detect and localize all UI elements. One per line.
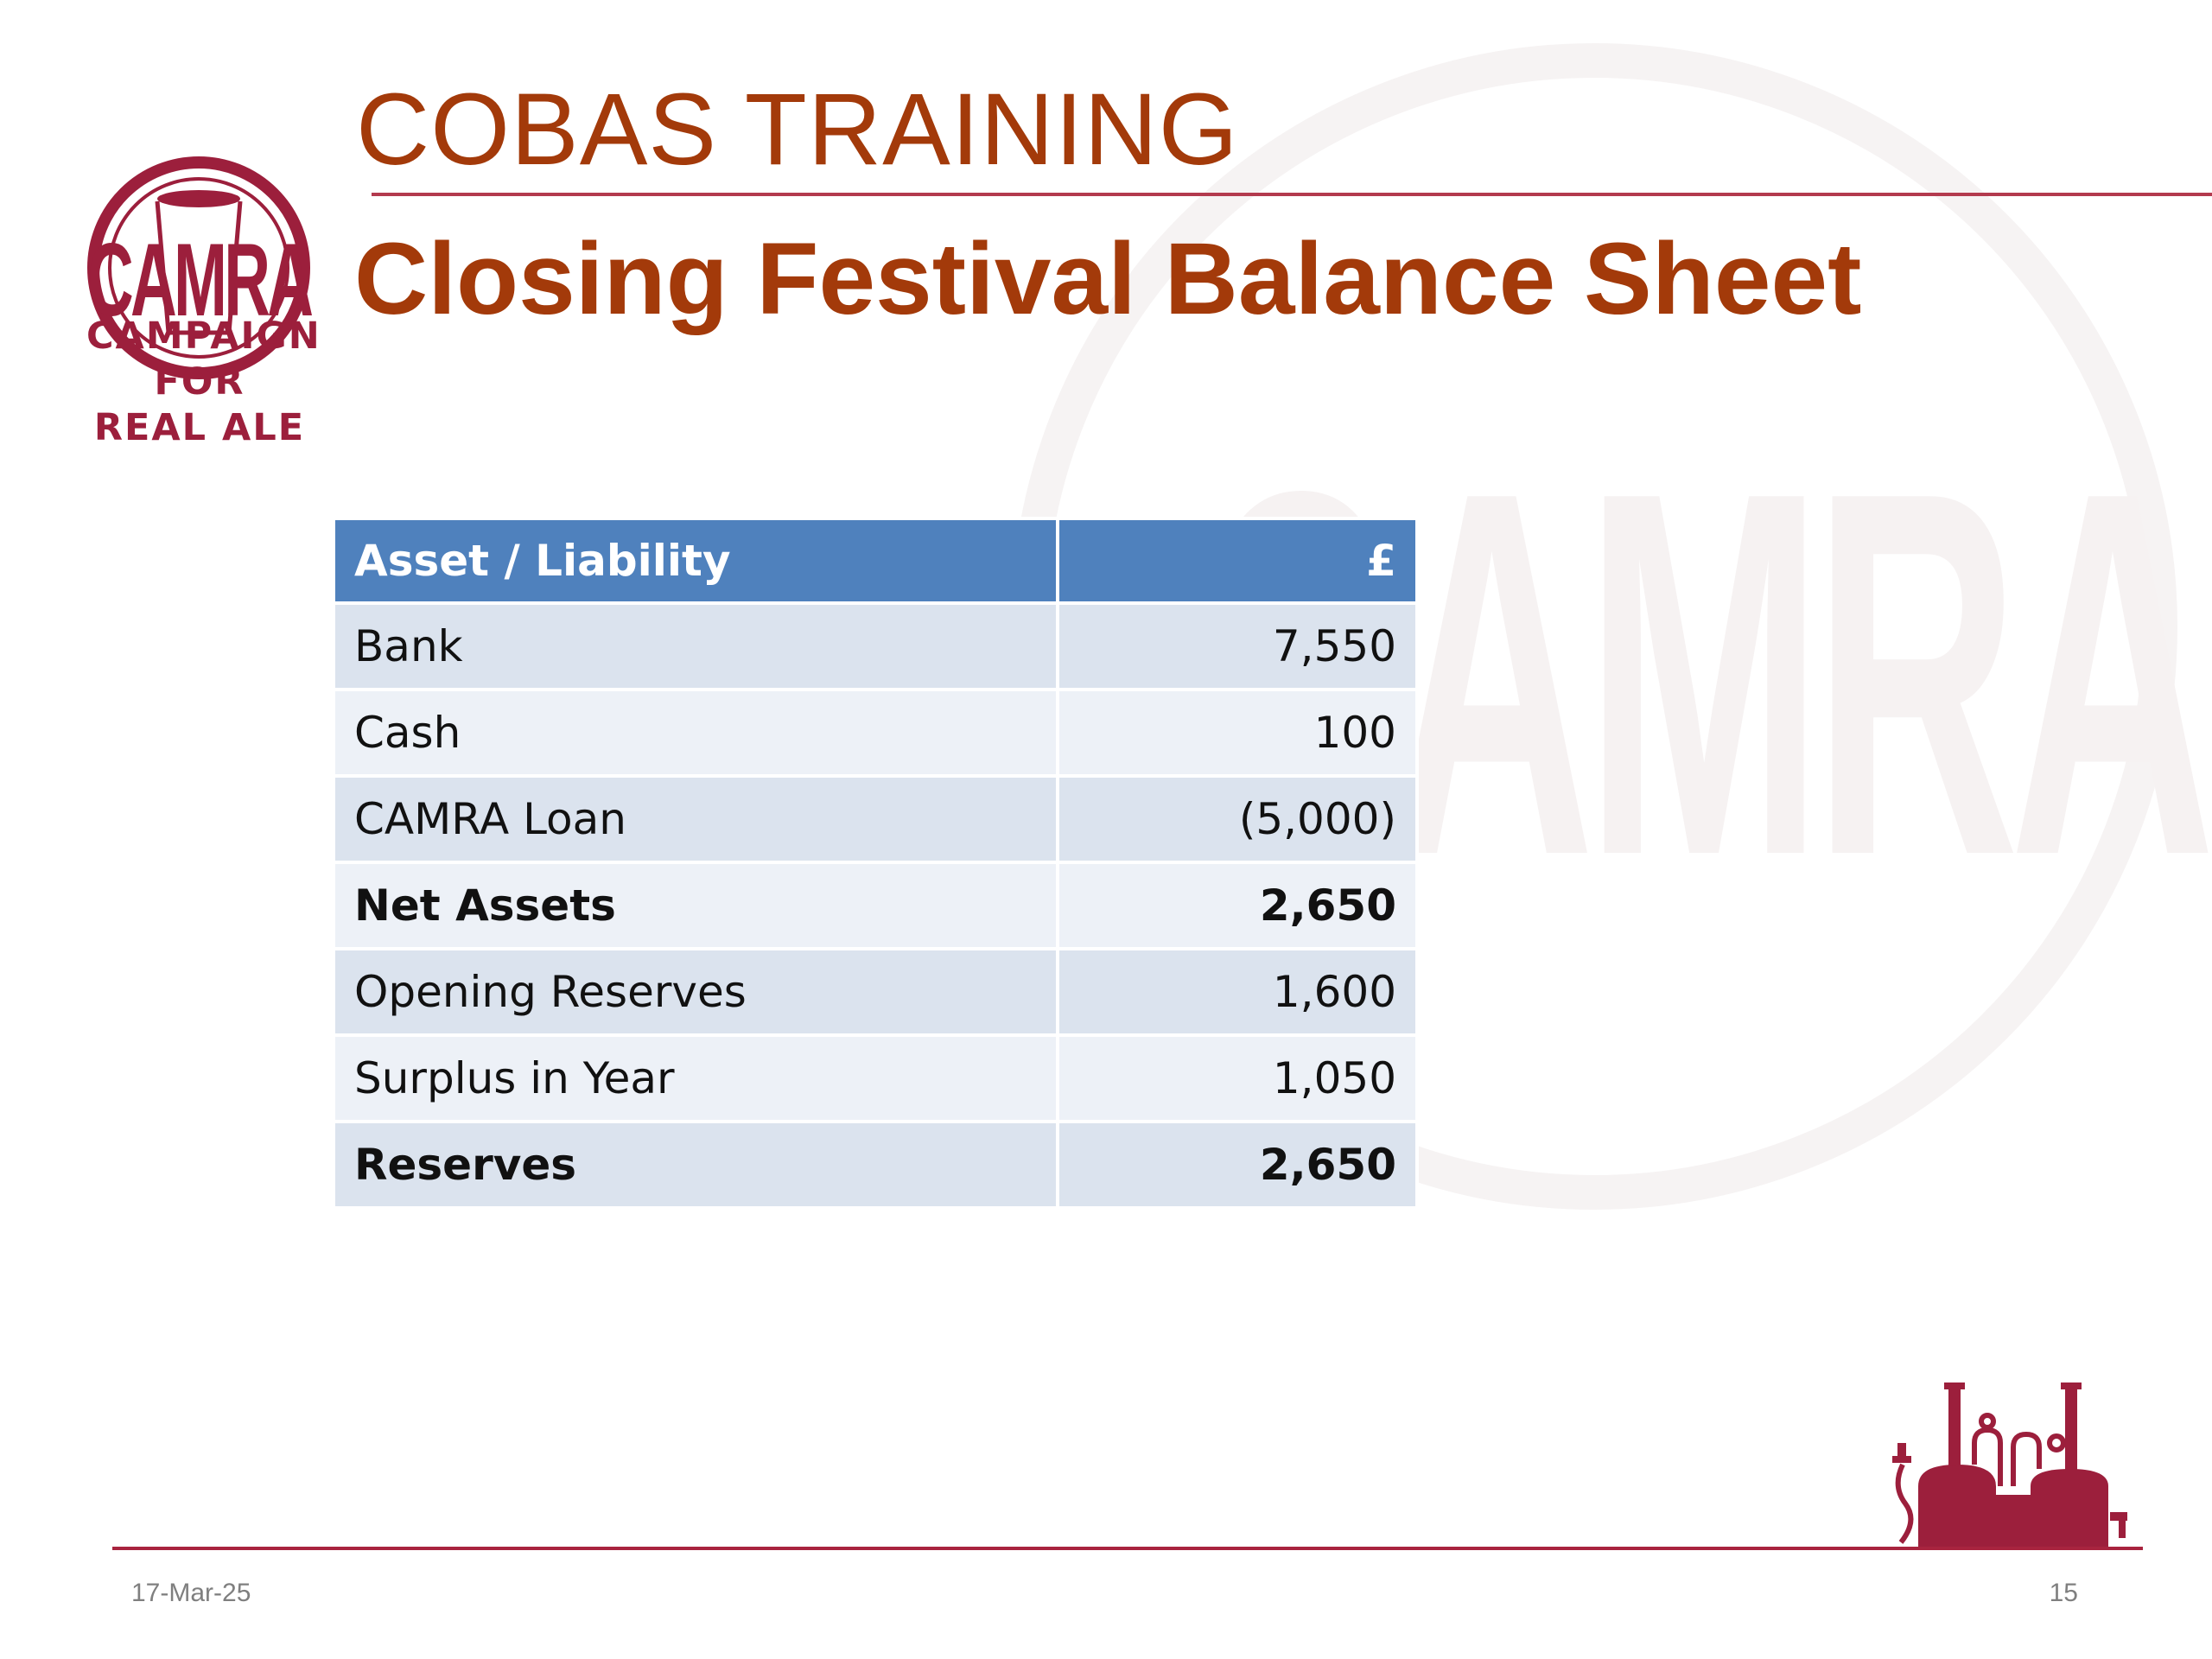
table-row: Surplus in Year 1,050: [332, 1033, 1419, 1123]
table-row-total: Reserves 2,650: [332, 1120, 1419, 1210]
table-row: Bank 7,550: [332, 601, 1419, 691]
table-row: Opening Reserves 1,600: [332, 947, 1419, 1037]
row-value: 1,600: [1056, 947, 1419, 1037]
footer-divider: [112, 1547, 2143, 1550]
slide-title: Closing Festival Balance Sheet: [354, 222, 1862, 336]
column-header-currency: £: [1056, 517, 1419, 605]
logo-tagline: CAMPAIGN FOR REAL ALE: [86, 314, 321, 451]
row-value: 2,650: [1056, 861, 1419, 950]
row-value: 7,550: [1056, 601, 1419, 691]
row-label: Surplus in Year: [332, 1033, 1059, 1123]
row-value: 100: [1056, 688, 1419, 778]
row-value: 2,650: [1056, 1120, 1419, 1210]
logo-line-3: REAL ALE: [93, 406, 306, 449]
brewery-illustration-icon: [1892, 1382, 2127, 1547]
row-label: Net Assets: [332, 861, 1059, 950]
table-row-total: Net Assets 2,650: [332, 861, 1419, 950]
logo-line-2: FOR: [154, 360, 245, 404]
column-header-label: Asset / Liability: [332, 517, 1059, 605]
table-header-row: Asset / Liability £: [332, 517, 1419, 605]
footer-date: 17-Mar-25: [131, 1579, 251, 1607]
title-divider: [372, 193, 2212, 196]
table-row: CAMRA Loan (5,000): [332, 774, 1419, 864]
row-value: (5,000): [1056, 774, 1419, 864]
row-label: Reserves: [332, 1120, 1059, 1210]
row-value: 1,050: [1056, 1033, 1419, 1123]
row-label: Bank: [332, 601, 1059, 691]
section-title: COBAS TRAINING: [356, 73, 1239, 187]
logo-line-1: CAMPAIGN: [86, 315, 321, 358]
row-label: Cash: [332, 688, 1059, 778]
camra-logo-icon: CAMRA: [87, 156, 315, 379]
page-number: 15: [2049, 1579, 2078, 1607]
balance-sheet-table: Asset / Liability £ Bank 7,550 Cash 100 …: [332, 517, 1419, 1210]
table-row: Cash 100: [332, 688, 1419, 778]
svg-text:CAMRA: CAMRA: [87, 223, 312, 338]
row-label: Opening Reserves: [332, 947, 1059, 1037]
row-label: CAMRA Loan: [332, 774, 1059, 864]
